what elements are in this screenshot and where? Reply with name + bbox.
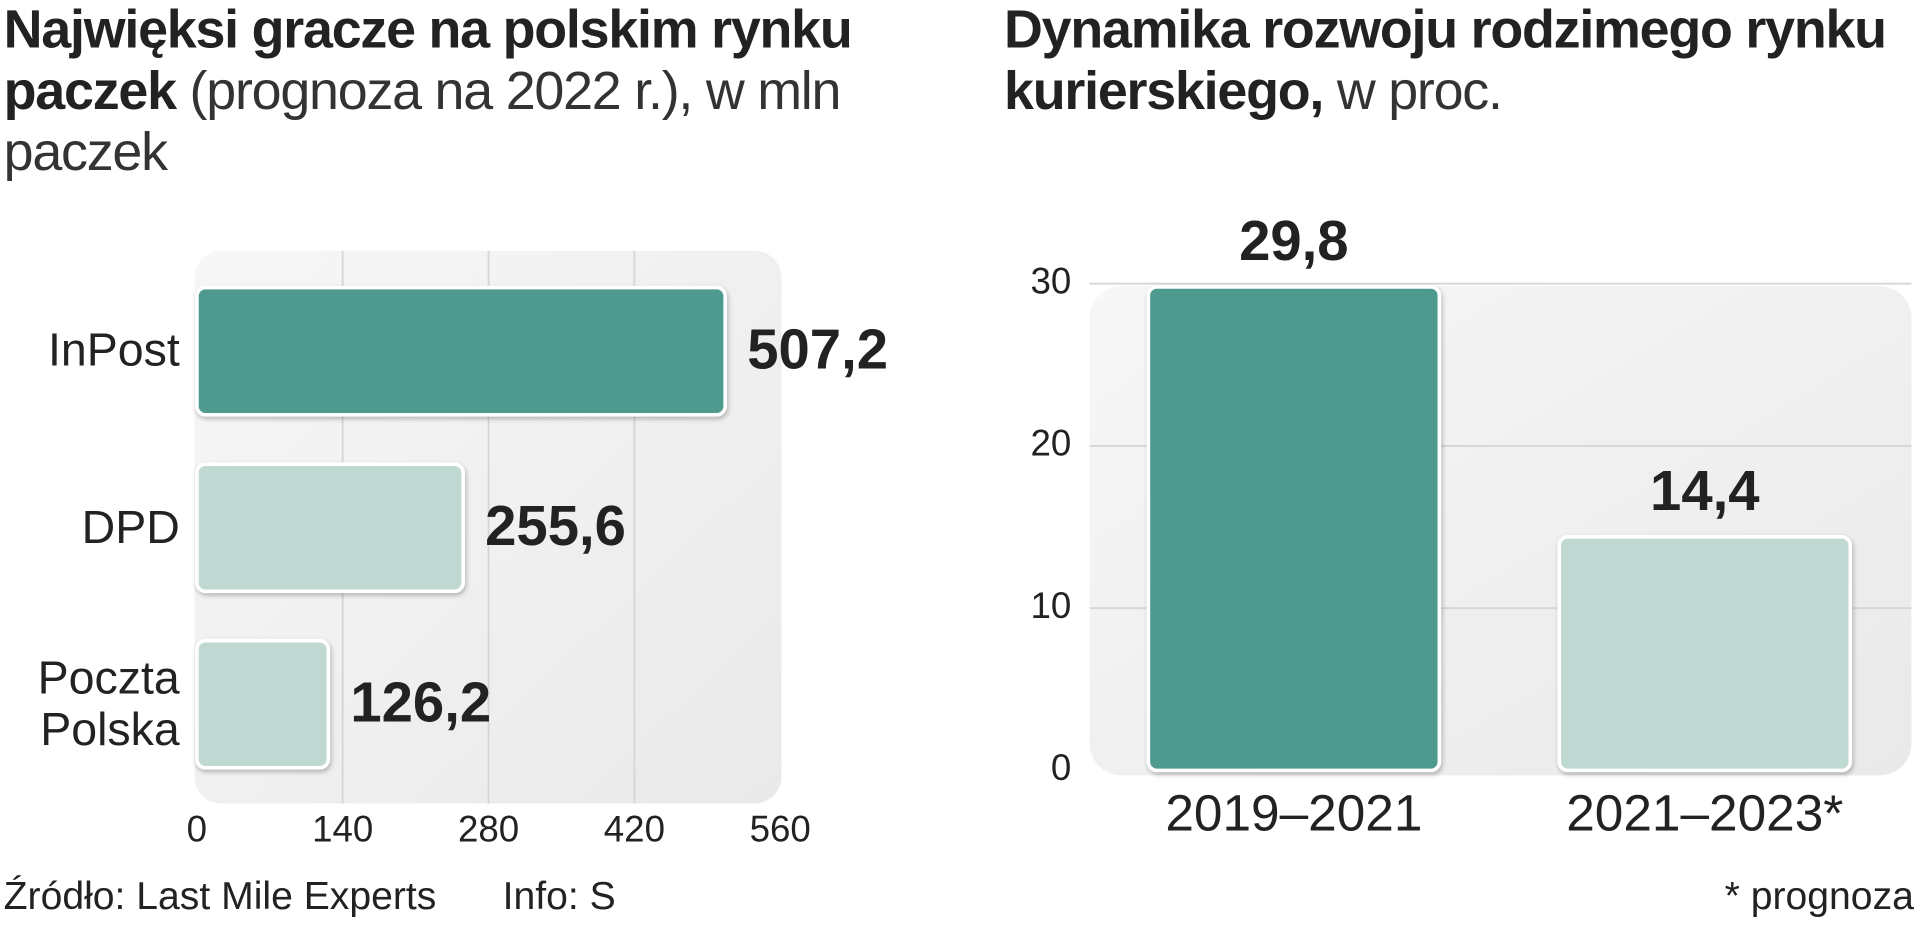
bar: [1146, 285, 1442, 773]
category-label: DPD: [81, 502, 180, 554]
title: Dynamika rozwoju rodzimego rynku kuriers…: [1004, 0, 1909, 122]
x-tick-label: 280: [458, 808, 519, 849]
y-tick-label: 0: [1051, 747, 1071, 788]
y-tick-label: 10: [1030, 585, 1071, 626]
value-label: 126,2: [350, 671, 491, 734]
value-label: 29,8: [1239, 209, 1348, 272]
chart-title: Najwięksi gracze na polskim rynku paczek: [3, 0, 853, 122]
x-tick-label: 2019–2021: [1165, 784, 1422, 841]
y-tick-label: 20: [1030, 423, 1071, 464]
x-tick-label: 0: [187, 808, 207, 849]
category-box: DPD: [81, 502, 180, 554]
category-box: InPost: [48, 325, 180, 377]
x-tick-label: 2021–2023*: [1566, 784, 1843, 841]
title-box: Dynamika rozwoju rodzimego rynku kuriers…: [1004, 0, 1909, 122]
value-label: 507,2: [747, 317, 888, 380]
category-label: Poczta Polska: [37, 652, 180, 756]
bar: [1557, 534, 1853, 773]
footnote: * prognoza: [1725, 875, 1914, 918]
title-box: Najwięksi gracze na polskim rynku paczek…: [4, 0, 897, 183]
category-label: InPost: [48, 325, 180, 377]
chart-title: Dynamika rozwoju rodzimego rynku kuriers…: [1004, 0, 1887, 122]
y-tick-label: 30: [1030, 260, 1071, 301]
credit: Info: S: [503, 875, 616, 918]
x-tick-label: 140: [312, 808, 373, 849]
bar: [195, 638, 331, 770]
source: Źródło: Last Mile Experts: [4, 875, 437, 918]
chart-subtitle: w proc.: [1336, 61, 1503, 122]
chart-subtitle: (prognoza na 2022 r.), w mln paczek: [3, 61, 842, 183]
x-tick-label: 560: [750, 808, 811, 849]
category-box: Poczta Polska: [37, 652, 180, 756]
bar: [195, 462, 465, 594]
value-label: 255,6: [485, 494, 626, 557]
bar: [195, 285, 728, 417]
value-label: 14,4: [1650, 459, 1759, 522]
title: Najwięksi gracze na polskim rynku paczek…: [4, 0, 897, 183]
x-tick-label: 420: [604, 808, 665, 849]
